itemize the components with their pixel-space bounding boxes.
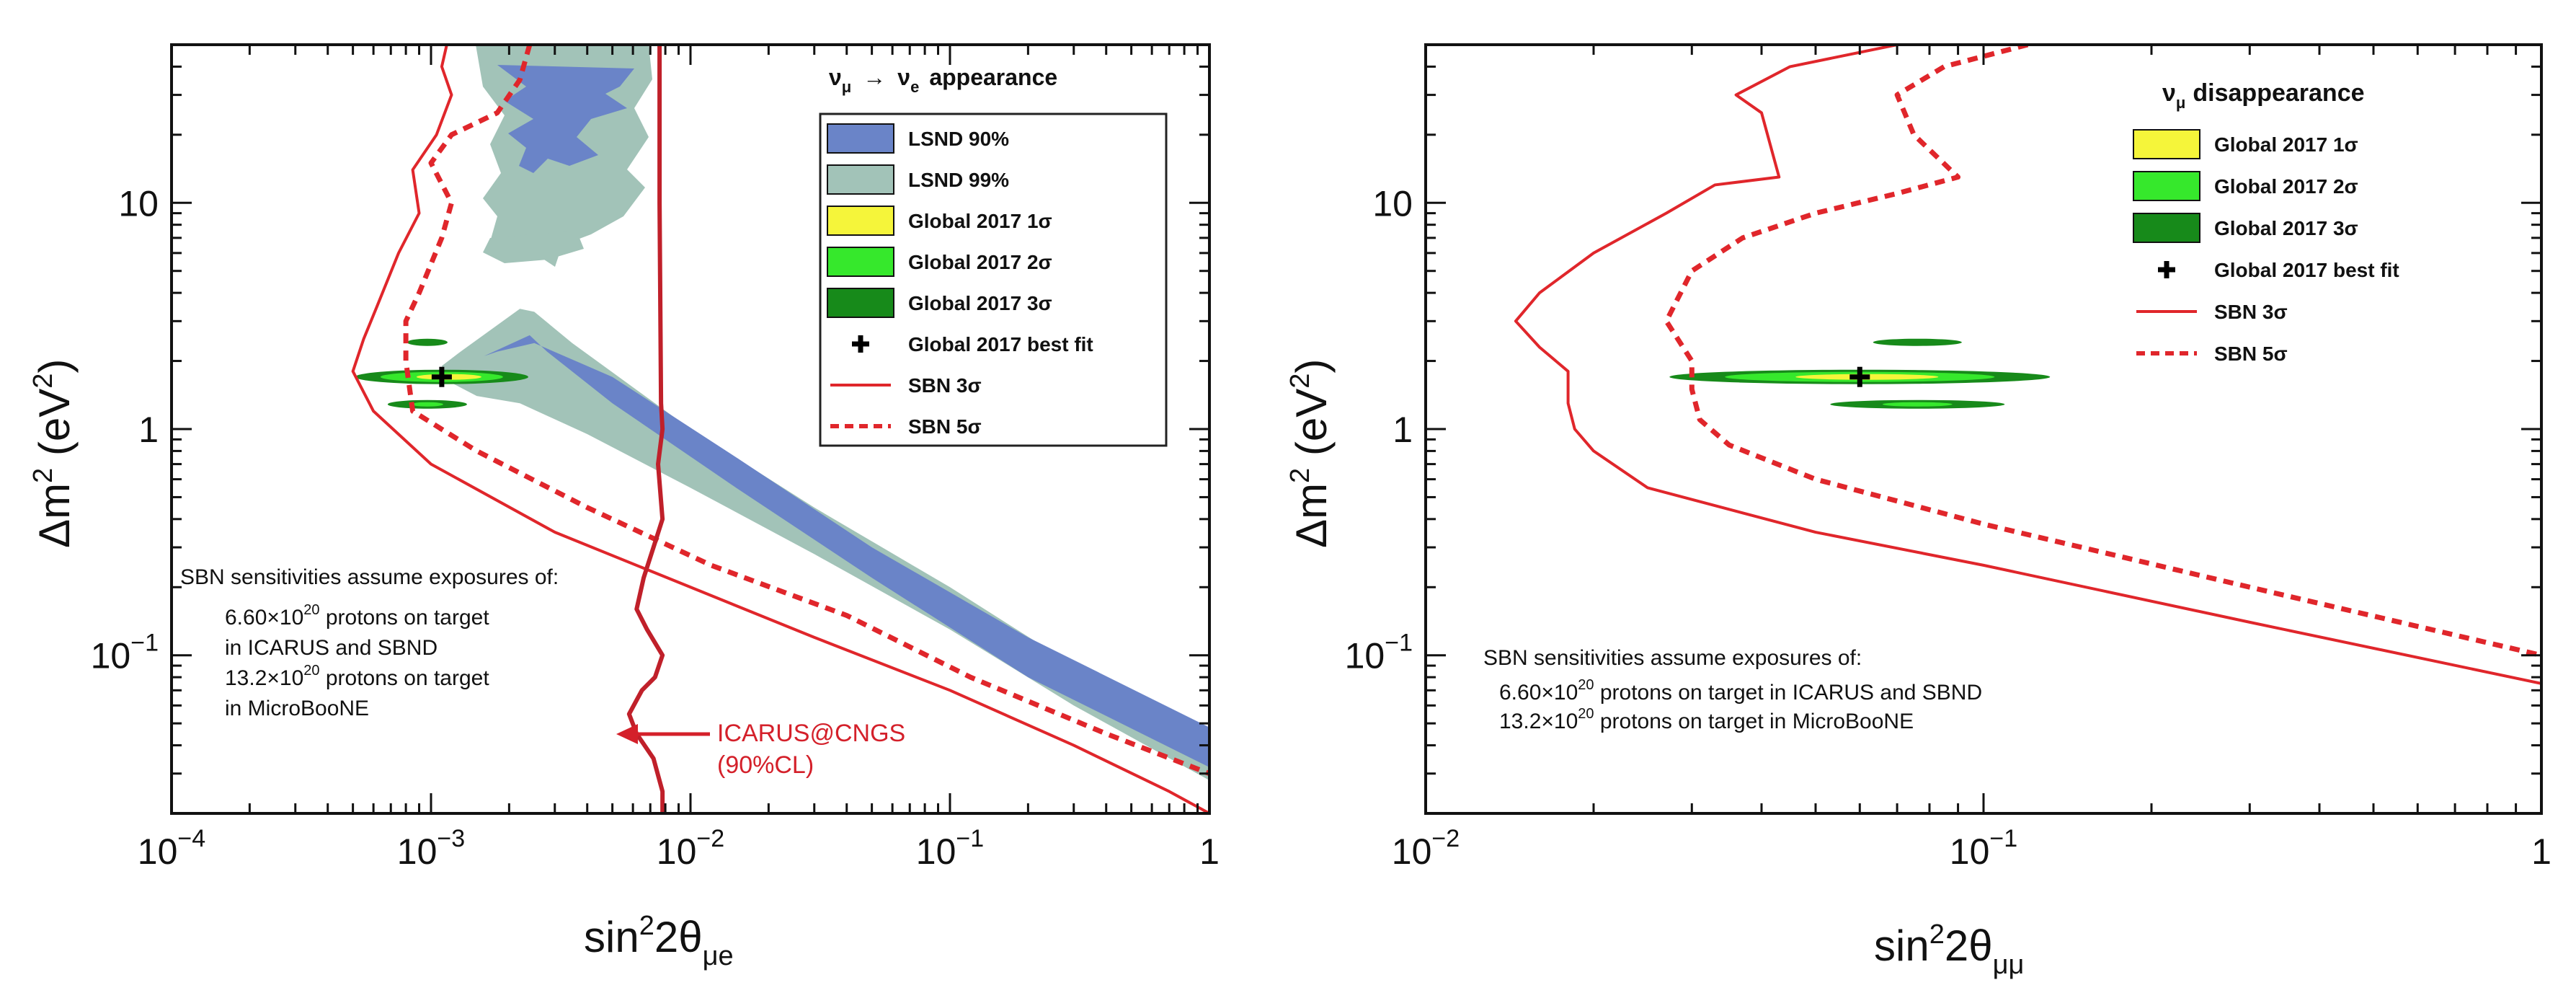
legend-label: SBN 3σ (908, 374, 982, 397)
disappearance-legend (2126, 124, 2501, 391)
legend-swatch (827, 164, 894, 195)
appearance-ticks: 10−4 10−3 10−2 10−1 1 10−1 1 10 (91, 43, 1220, 872)
global-2sigma-lower-island (1882, 402, 1953, 407)
legend-swatch (2133, 213, 2200, 243)
sbn-note-line1: 6.60×1020 protons on target (225, 602, 489, 630)
legend-label: Global 2017 best fit (908, 333, 1093, 356)
y-tick-label: 10−1 (91, 630, 159, 676)
y-tick-label: 1 (1393, 410, 1413, 450)
legend-entry: Global 2017 1σ (827, 206, 1052, 236)
legend-entry: SBN 5σ (2136, 343, 2288, 365)
legend-label: Global 2017 3σ (2214, 217, 2358, 239)
sbn-5sigma-line (403, 45, 1209, 777)
disappearance-x-axis-label: sin22θμμ (1874, 919, 2024, 980)
global-2sigma-lower-island (411, 402, 443, 407)
legend-label: Global 2017 2σ (908, 251, 1052, 273)
icarus-arrow-head (616, 724, 638, 744)
legend-swatch (827, 206, 894, 236)
x-tick-label: 1 (2531, 831, 2551, 872)
icarus-annotation: ICARUS@CNGS (90%CL) (616, 720, 905, 779)
legend-entry: SBN 3σ (830, 374, 982, 397)
sbn-note-line3: 13.2×1020 protons on target (225, 663, 489, 690)
x-tick-label: 10−1 (1950, 825, 2017, 872)
best-fit-marker (431, 366, 452, 387)
y-tick-label: 10−1 (1345, 630, 1413, 676)
legend-label: LSND 90% (908, 128, 1009, 150)
lsnd-99-small-island (483, 231, 584, 263)
legend-entry: LSND 99% (827, 164, 1009, 195)
icarus-label: ICARUS@CNGS (717, 720, 905, 747)
legend-entry: SBN 3σ (2136, 301, 2288, 323)
appearance-chart: 10−4 10−3 10−2 10−1 1 10−1 1 10 νμ → νe appearance… (28, 43, 1220, 971)
legend-entry: Global 2017 3σ (827, 288, 1052, 318)
sbn-3sigma-line (1514, 45, 2541, 685)
lsnd-90-region (484, 335, 1209, 767)
x-tick-label: 1 (1199, 831, 1220, 872)
disappearance-plot-area (1514, 45, 2541, 685)
legend-entry: Global 2017 2σ (2133, 171, 2358, 201)
legend-swatch (827, 123, 894, 154)
global-3sigma-upper-island (1873, 338, 1962, 346)
legend-entry: Global 2017 3σ (2133, 213, 2358, 243)
legend-entry: LSND 90% (827, 123, 1009, 154)
sbn-5sigma-line (1664, 45, 2541, 658)
x-tick-label: 10−1 (916, 825, 984, 872)
legend-entry: Global 2017 best fit (2158, 259, 2399, 281)
disappearance-title: νμ disappearance (2162, 79, 2365, 112)
sbn-note-title: SBN sensitivities assume exposures of: (1483, 646, 1862, 670)
sbn-note-line4: in MicroBooNE (225, 697, 369, 720)
appearance-legend-items: LSND 90% LSND 99% Global 2017 1σ Global 201… (827, 123, 1093, 438)
sbn-note-line2: 13.2×1020 protons on target in MicroBooN… (1499, 706, 1914, 733)
sbn-note-title: SBN sensitivities assume exposures of: (180, 565, 559, 589)
disappearance-legend-items: Global 2017 1σ Global 2017 2σ Global 2017 … (2133, 129, 2399, 365)
x-tick-label: 10−4 (138, 825, 205, 872)
appearance-title: νμ → νe appearance (829, 64, 1057, 96)
lsnd-90-upper-island (497, 65, 634, 173)
legend-label: Global 2017 3σ (908, 292, 1052, 314)
legend-label: SBN 3σ (2214, 301, 2288, 323)
x-tick-label: 10−2 (1392, 825, 1460, 872)
sbn-note-line2: in ICARUS and SBND (225, 636, 438, 660)
legend-swatch (827, 288, 894, 318)
legend-label: Global 2017 2σ (2214, 175, 2358, 198)
y-tick-label: 1 (138, 410, 159, 450)
legend-entry: Global 2017 1σ (2133, 129, 2358, 159)
legend-entry: SBN 5σ (830, 415, 982, 438)
y-tick-label: 10 (1372, 183, 1413, 224)
legend-entry: Global 2017 best fit (852, 333, 1093, 356)
disappearance-y-axis-label: Δm2 (eV2) (1285, 359, 1336, 548)
sbn-3sigma-line (351, 45, 1209, 813)
appearance-plot-area (351, 45, 1209, 813)
legend-swatch (2133, 171, 2200, 201)
appearance-y-axis-label: Δm2 (eV2) (28, 359, 79, 548)
icarus-cngs-line (626, 45, 665, 813)
appearance-sbn-note: SBN sensitivities assume exposures of: 6… (180, 565, 559, 720)
legend-label: Global 2017 1σ (2214, 133, 2358, 156)
legend-swatch (2133, 129, 2200, 159)
legend-label: Global 2017 1σ (908, 210, 1052, 232)
global-3sigma-upper-island (407, 338, 448, 346)
global-fit-islands (1669, 338, 2051, 409)
legend-label: SBN 5σ (908, 415, 982, 438)
x-tick-label: 10−3 (397, 825, 465, 872)
legend-swatch (827, 247, 894, 277)
x-tick-label: 10−2 (657, 825, 724, 872)
legend-entry: Global 2017 2σ (827, 247, 1052, 277)
disappearance-chart: 10−2 10−1 1 10−1 1 10 νμ disappearance Global … (1285, 43, 2551, 980)
sbn-note-line1: 6.60×1020 protons on target in ICARUS an… (1499, 677, 1982, 705)
disappearance-ticks: 10−2 10−1 1 10−1 1 10 (1345, 43, 2551, 872)
icarus-cl-label: (90%CL) (717, 751, 814, 779)
appearance-legend (819, 112, 1168, 447)
disappearance-sbn-note: SBN sensitivities assume exposures of: 6… (1483, 646, 1982, 733)
best-fit-marker (1849, 366, 1870, 387)
legend-label: SBN 5σ (2214, 343, 2288, 365)
y-tick-label: 10 (118, 183, 159, 224)
legend-label: LSND 99% (908, 169, 1009, 191)
appearance-x-axis-label: sin22θμe (584, 911, 734, 971)
legend-label: Global 2017 best fit (2214, 259, 2399, 281)
